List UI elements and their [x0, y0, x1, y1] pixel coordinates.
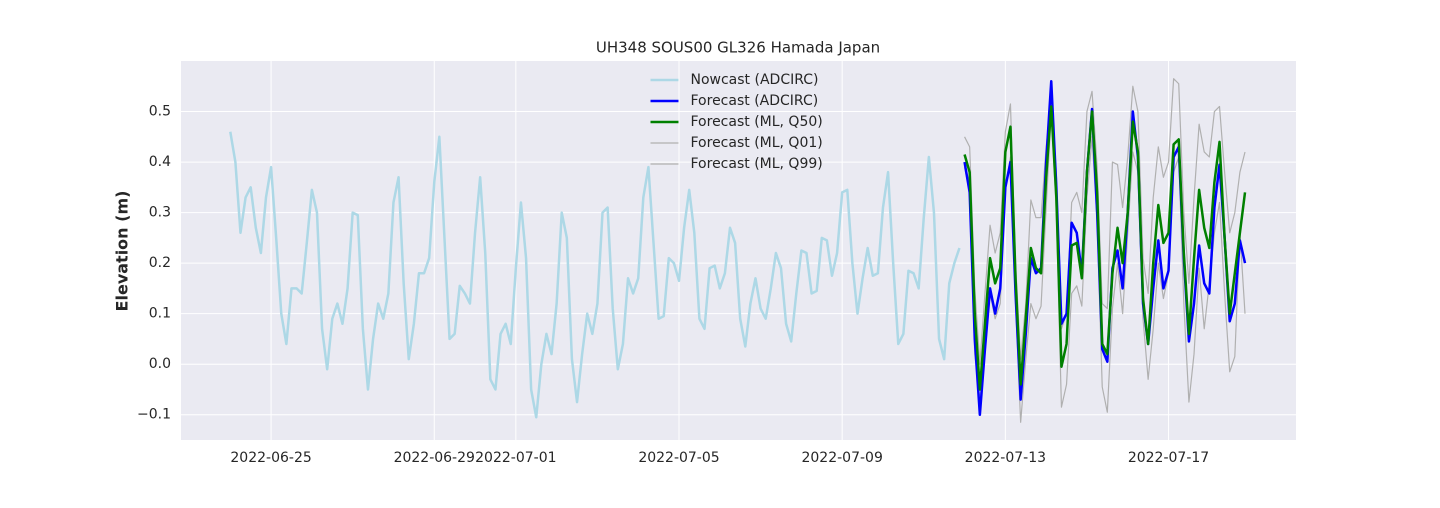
x-tick-label: 2022-07-01	[475, 450, 556, 466]
series-line	[229, 131, 961, 419]
legend-label: Forecast (ADCIRC)	[691, 93, 819, 109]
x-tick-label: 2022-07-09	[801, 450, 882, 466]
y-tick-label: 0.5	[149, 104, 171, 120]
legend-label: Forecast (ML, Q50)	[691, 114, 823, 130]
y-tick-label: 0.2	[149, 255, 171, 271]
legend-label: Forecast (ML, Q99)	[691, 156, 823, 172]
y-tick-label: 0.1	[149, 306, 171, 322]
legend-label: Nowcast (ADCIRC)	[691, 72, 819, 88]
y-tick-label: −0.1	[137, 407, 171, 423]
chart-title: UH348 SOUS00 GL326 Hamada Japan	[596, 39, 880, 57]
x-tick-label: 2022-06-25	[230, 450, 311, 466]
y-tick-label: 0.0	[149, 356, 171, 372]
series-line	[963, 105, 1247, 391]
x-tick-label: 2022-07-13	[965, 450, 1046, 466]
y-axis-label: Elevation (m)	[113, 191, 132, 312]
legend-label: Forecast (ML, Q01)	[691, 135, 823, 151]
y-tick-label: 0.3	[149, 205, 171, 221]
y-tick-label: 0.4	[149, 154, 171, 170]
x-tick-label: 2022-07-05	[638, 450, 719, 466]
x-tick-label: 2022-06-29	[394, 450, 475, 466]
x-tick-label: 2022-07-17	[1128, 450, 1209, 466]
